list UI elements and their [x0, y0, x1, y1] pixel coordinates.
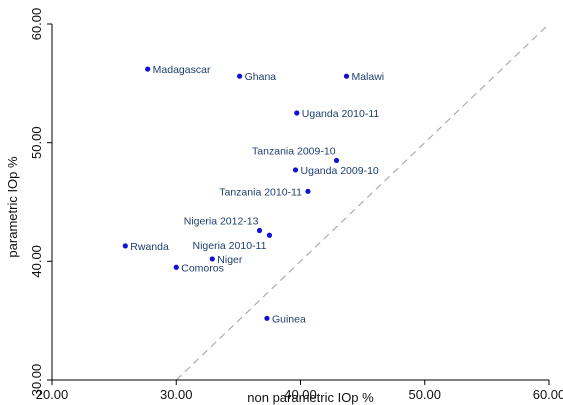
data-point-label: Tanzania 2010-11 [219, 186, 302, 198]
data-point [305, 188, 311, 194]
data-point-label: Guinea [272, 313, 306, 325]
data-point-label: Nigeria 2010-11 [193, 240, 267, 252]
data-point [343, 73, 350, 79]
data-point [209, 256, 215, 262]
data-point-label: Comoros [181, 262, 224, 274]
data-point [266, 232, 273, 238]
x-tick-label: 50.00 [408, 387, 441, 402]
x-axis-title: non parametric IOp % [247, 390, 374, 405]
data-point-label: Ghana [245, 71, 277, 83]
y-tick-label: 40.00 [29, 245, 44, 278]
data-point [145, 66, 151, 72]
data-point-label: Rwanda [130, 241, 169, 253]
data-point [292, 167, 299, 173]
data-point-label: Nigeria 2012-13 [184, 215, 259, 227]
data-point [333, 157, 340, 164]
data-point [256, 227, 263, 234]
data-point [173, 264, 179, 270]
x-tick-label: 20.00 [36, 387, 69, 402]
data-point-label: Uganda 2009-10 [301, 165, 379, 177]
data-point-label: Niger [217, 254, 243, 266]
x-tick-label: 60.00 [533, 387, 563, 402]
y-tick-label: 50.00 [29, 126, 44, 159]
data-point [122, 243, 128, 249]
x-tick-label: 40.00 [284, 387, 317, 402]
data-point [264, 315, 270, 321]
reference-line-layer [175, 23, 550, 381]
axes-layer [51, 24, 549, 381]
data-point [237, 73, 243, 79]
reference-line [175, 23, 550, 381]
data-point-label: Tanzania 2009-10 [252, 145, 336, 157]
x-tick-label: 30.00 [160, 387, 193, 402]
data-point-label: Madagascar [153, 64, 211, 76]
data-point-label: Malawi [351, 71, 384, 83]
y-tick-label: 60.00 [29, 8, 44, 41]
ticks-layer: 20.00 30.00 40.00 50.00 60.0030.0040.0050.00… [29, 8, 563, 402]
y-tick-label: 30.00 [29, 364, 44, 397]
points-layer: Madagascar Ghana Malawi Uganda 2010-11 Tanza… [122, 64, 384, 325]
data-point-label: Uganda 2010-11 [302, 108, 380, 120]
y-axis-title: parametric IOp % [5, 156, 20, 258]
data-point [294, 110, 300, 116]
